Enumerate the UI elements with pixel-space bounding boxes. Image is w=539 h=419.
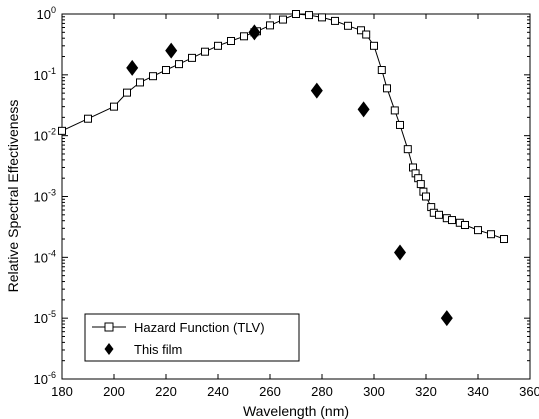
legend-label-hazard: Hazard Function (TLV) <box>134 320 265 335</box>
film-point <box>394 244 406 261</box>
hazard-point <box>383 84 391 93</box>
hazard-point <box>461 221 469 230</box>
y-tick-label: 100 <box>37 5 56 22</box>
hazard-point <box>149 72 157 81</box>
hazard-point <box>396 120 404 129</box>
legend-box <box>84 313 300 362</box>
y-tick-base: 10 <box>34 129 48 144</box>
hazard-point <box>123 88 131 97</box>
hazard-point <box>279 15 287 24</box>
y-tick-exponent: 0 <box>51 5 56 15</box>
y-tick-exponent: -5 <box>48 309 56 319</box>
hazard-point <box>370 41 378 50</box>
hazard-point <box>110 102 118 111</box>
y-tick-label: 10-5 <box>34 309 56 326</box>
y-tick-label: 10-4 <box>34 248 56 265</box>
y-tick-exponent: -2 <box>48 127 56 137</box>
hazard-point <box>390 106 399 115</box>
series-layer <box>58 10 508 327</box>
x-tick-label: 200 <box>103 384 125 399</box>
legend-square-marker <box>104 322 114 332</box>
hazard-point <box>344 21 352 30</box>
x-tick-label: 300 <box>363 384 385 399</box>
legend-label-film: This film <box>134 342 182 357</box>
hazard-point <box>500 235 508 244</box>
hazard-point <box>448 216 456 225</box>
hazard-point <box>162 66 170 75</box>
hazard-point <box>136 78 144 87</box>
y-tick-label: 10-3 <box>34 188 56 205</box>
hazard-point <box>214 41 222 50</box>
y-tick-base: 10 <box>37 7 51 22</box>
legend-diamond-marker <box>104 343 114 355</box>
y-tick-exponent: -4 <box>48 248 56 258</box>
x-axis-title: Wavelength (nm) <box>243 403 349 419</box>
hazard-point <box>240 32 248 41</box>
y-tick-base: 10 <box>34 311 48 326</box>
hazard-point <box>84 114 92 123</box>
hazard-point <box>175 60 183 69</box>
y-tick-base: 10 <box>34 190 48 205</box>
film-point <box>357 101 370 118</box>
x-tick-label: 220 <box>155 384 177 399</box>
y-tick-base: 10 <box>34 250 48 265</box>
hazard-point <box>362 30 371 39</box>
hazard-point <box>266 21 274 30</box>
hazard-point <box>435 210 443 219</box>
y-axis-title: Relative Spectral Effectiveness <box>5 100 21 293</box>
hazard-point <box>201 47 209 56</box>
film-point <box>310 82 323 99</box>
hazard-point <box>305 11 313 20</box>
film-point <box>248 24 261 41</box>
y-tick-label: 10-2 <box>34 127 56 144</box>
y-tick-exponent: -3 <box>48 188 56 198</box>
hazard-point <box>318 13 326 22</box>
y-tick-label: 10-6 <box>34 370 56 387</box>
hazard-point <box>422 192 430 201</box>
hazard-point <box>227 36 235 45</box>
x-tick-label: 240 <box>207 384 229 399</box>
film-point <box>165 42 178 59</box>
hazard-point <box>357 26 365 35</box>
x-tick-label: 280 <box>311 384 333 399</box>
x-tick-label: 180 <box>51 384 73 399</box>
hazard-point <box>487 230 495 239</box>
hazard-point <box>188 53 196 62</box>
hazard-point <box>292 10 300 18</box>
y-tick-base: 10 <box>34 68 48 83</box>
hazard-point <box>58 126 66 135</box>
hazard-point <box>331 16 339 25</box>
x-axis: 180 200 220 240 260 280 300 320 340 360 <box>51 14 539 399</box>
film-point <box>126 59 139 76</box>
x-tick-label: 360 <box>519 384 539 399</box>
hazard-point <box>416 180 425 189</box>
series-line-hazard-function <box>61 13 505 240</box>
y-tick-base: 10 <box>34 372 48 387</box>
legend: Hazard Function (TLV) This film <box>84 313 300 362</box>
film-point <box>440 310 453 327</box>
hazard-point <box>403 145 412 154</box>
hazard-point <box>377 66 386 75</box>
hazard-point <box>474 226 482 235</box>
y-tick-exponent: -1 <box>48 66 56 76</box>
x-tick-label: 340 <box>467 384 489 399</box>
y-tick-exponent: -6 <box>48 370 56 380</box>
x-tick-label: 320 <box>415 384 437 399</box>
y-tick-label: 10-1 <box>34 66 56 83</box>
x-tick-label: 260 <box>259 384 281 399</box>
